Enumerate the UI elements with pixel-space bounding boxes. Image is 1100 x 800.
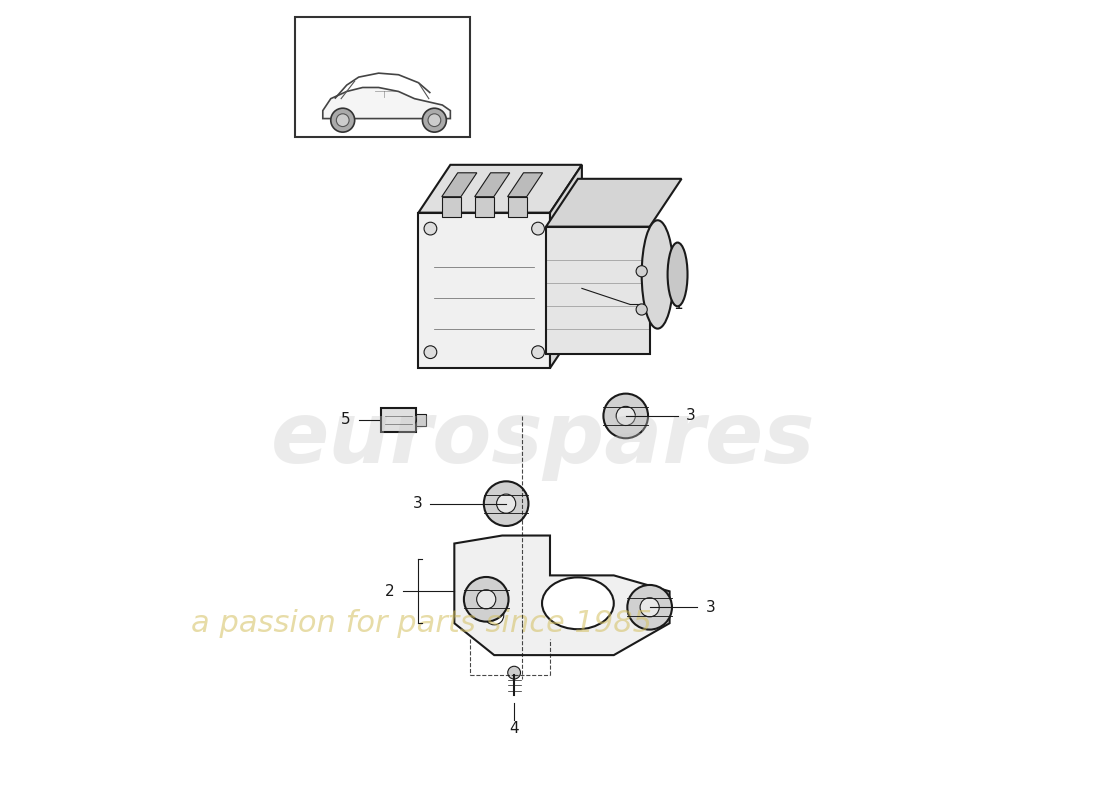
Bar bbox=[417, 414, 426, 426]
Polygon shape bbox=[454, 535, 670, 655]
Polygon shape bbox=[507, 173, 542, 197]
Circle shape bbox=[531, 346, 544, 358]
Polygon shape bbox=[550, 165, 582, 368]
Circle shape bbox=[464, 577, 508, 622]
Text: a passion for parts since 1985: a passion for parts since 1985 bbox=[191, 609, 652, 638]
Circle shape bbox=[627, 585, 672, 630]
Text: 3: 3 bbox=[685, 409, 695, 423]
Ellipse shape bbox=[668, 242, 688, 306]
Bar bbox=[475, 197, 494, 217]
Circle shape bbox=[331, 108, 354, 132]
Circle shape bbox=[531, 222, 544, 235]
Circle shape bbox=[496, 494, 516, 514]
Bar bbox=[546, 226, 650, 354]
Text: 2: 2 bbox=[385, 584, 395, 599]
Text: 5: 5 bbox=[341, 413, 351, 427]
Polygon shape bbox=[418, 165, 582, 213]
Circle shape bbox=[476, 590, 496, 609]
Bar bbox=[507, 197, 527, 217]
Circle shape bbox=[485, 606, 504, 625]
Bar bbox=[381, 408, 417, 432]
Circle shape bbox=[604, 394, 648, 438]
Circle shape bbox=[424, 346, 437, 358]
Circle shape bbox=[422, 108, 447, 132]
Circle shape bbox=[636, 304, 647, 315]
Ellipse shape bbox=[542, 578, 614, 630]
Circle shape bbox=[337, 114, 349, 126]
Circle shape bbox=[646, 611, 661, 627]
Text: 4: 4 bbox=[509, 721, 519, 736]
Text: eurospares: eurospares bbox=[271, 398, 815, 482]
Circle shape bbox=[636, 266, 647, 277]
Circle shape bbox=[508, 666, 520, 679]
Circle shape bbox=[640, 598, 659, 617]
Circle shape bbox=[484, 482, 528, 526]
Polygon shape bbox=[475, 173, 509, 197]
Bar bbox=[442, 197, 461, 217]
Ellipse shape bbox=[641, 220, 673, 329]
Circle shape bbox=[616, 406, 636, 426]
Bar bbox=[418, 213, 550, 368]
Circle shape bbox=[428, 114, 441, 126]
Circle shape bbox=[424, 222, 437, 235]
Polygon shape bbox=[546, 179, 682, 226]
Polygon shape bbox=[442, 173, 477, 197]
Text: 1: 1 bbox=[673, 297, 683, 312]
Polygon shape bbox=[322, 87, 450, 118]
Text: 3: 3 bbox=[412, 496, 422, 511]
Bar bbox=[295, 18, 471, 137]
Text: 3: 3 bbox=[705, 600, 715, 614]
